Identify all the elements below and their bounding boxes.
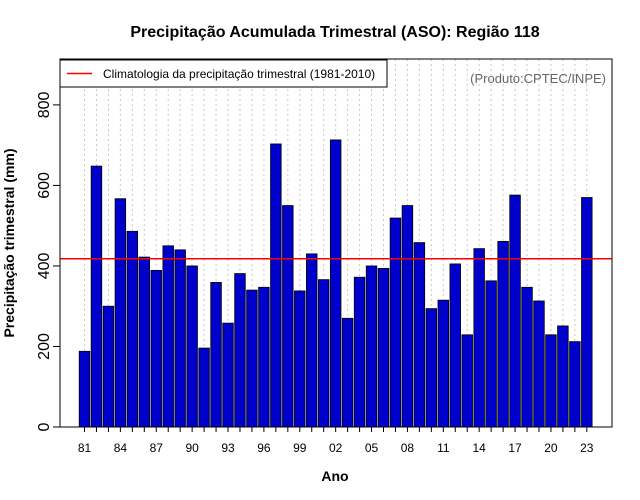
bar-2013 xyxy=(461,334,473,428)
y-tick-label: 600 xyxy=(36,172,53,199)
bar-2002 xyxy=(329,139,342,428)
y-tick-label: 400 xyxy=(36,253,53,280)
bar-2016 xyxy=(497,240,509,428)
bar-1991 xyxy=(198,347,210,428)
x-tick-label: 02 xyxy=(329,441,343,455)
bar-2003 xyxy=(341,317,354,428)
bar-2020 xyxy=(545,334,557,428)
bar-1984 xyxy=(114,198,127,428)
legend: Climatologia da precipitação trimestral … xyxy=(59,59,388,88)
bar-2001 xyxy=(317,279,330,428)
bar-1999 xyxy=(294,290,306,428)
y-tick-label: 800 xyxy=(36,91,53,118)
x-tick-label: 08 xyxy=(401,441,415,455)
bar-2015 xyxy=(485,280,497,428)
bar-2008 xyxy=(401,205,414,428)
bar-2005 xyxy=(365,265,378,428)
bar-1993 xyxy=(222,322,234,428)
y-axis-label: Precipitação trimestral (mm) xyxy=(1,148,17,337)
bar-1998 xyxy=(282,205,294,428)
bars xyxy=(78,139,593,428)
bar-2007 xyxy=(389,217,402,428)
x-tick-label: 81 xyxy=(78,441,92,455)
x-tick-label: 20 xyxy=(544,441,558,455)
bar-1981 xyxy=(78,350,91,428)
bar-1996 xyxy=(258,286,270,428)
bar-2011 xyxy=(437,299,450,428)
bar-1988 xyxy=(162,245,174,428)
bar-1986 xyxy=(138,256,151,428)
bar-1997 xyxy=(270,143,282,428)
x-tick-label: 14 xyxy=(473,441,487,455)
x-axis: 81 84 87 90 93 96 99 02 05 08 11 14 17 20 23 xyxy=(78,426,594,455)
bar-1992 xyxy=(210,282,222,428)
bar-2022 xyxy=(569,341,581,428)
x-tick-label: 23 xyxy=(580,441,594,455)
x-axis-label: Ano xyxy=(321,468,348,484)
x-tick-label: 05 xyxy=(365,441,379,455)
chart-title: Precipitação Acumulada Trimestral (ASO):… xyxy=(130,24,539,41)
bar-2019 xyxy=(533,300,545,428)
y-axis: 0 200 400 600 800 xyxy=(36,91,61,431)
source-label: (Produto:CPTEC/INPE) xyxy=(470,71,606,86)
bar-2000 xyxy=(306,253,318,428)
bar-1994 xyxy=(234,273,246,428)
x-tick-label: 96 xyxy=(257,441,271,455)
bar-2010 xyxy=(425,308,438,428)
bar-2004 xyxy=(353,276,366,428)
x-tick-label: 93 xyxy=(221,441,235,455)
bar-1983 xyxy=(102,305,115,428)
legend-box xyxy=(59,59,388,88)
bar-2018 xyxy=(521,286,533,428)
x-tick-label: 11 xyxy=(437,441,450,455)
x-tick-label: 90 xyxy=(185,441,199,455)
y-tick-label: 0 xyxy=(36,422,53,431)
bar-2023 xyxy=(581,197,593,428)
legend-label: Climatologia da precipitação trimestral … xyxy=(103,67,375,81)
bar-1995 xyxy=(246,289,258,428)
bar-2009 xyxy=(413,242,426,428)
bar-1987 xyxy=(150,269,162,428)
bar-2014 xyxy=(473,248,485,428)
bar-1990 xyxy=(186,265,198,428)
bar-2021 xyxy=(557,325,569,428)
bar-2012 xyxy=(449,263,461,428)
x-tick-label: 87 xyxy=(150,441,164,455)
bar-2006 xyxy=(377,267,390,428)
x-tick-label: 99 xyxy=(293,441,307,455)
bar-1989 xyxy=(174,249,186,428)
bar-1982 xyxy=(90,165,103,428)
x-tick-label: 84 xyxy=(114,441,128,455)
bar-2017 xyxy=(509,194,521,428)
x-tick-label: 17 xyxy=(508,441,522,455)
bar-1985 xyxy=(126,230,139,428)
y-tick-label: 200 xyxy=(36,333,53,360)
